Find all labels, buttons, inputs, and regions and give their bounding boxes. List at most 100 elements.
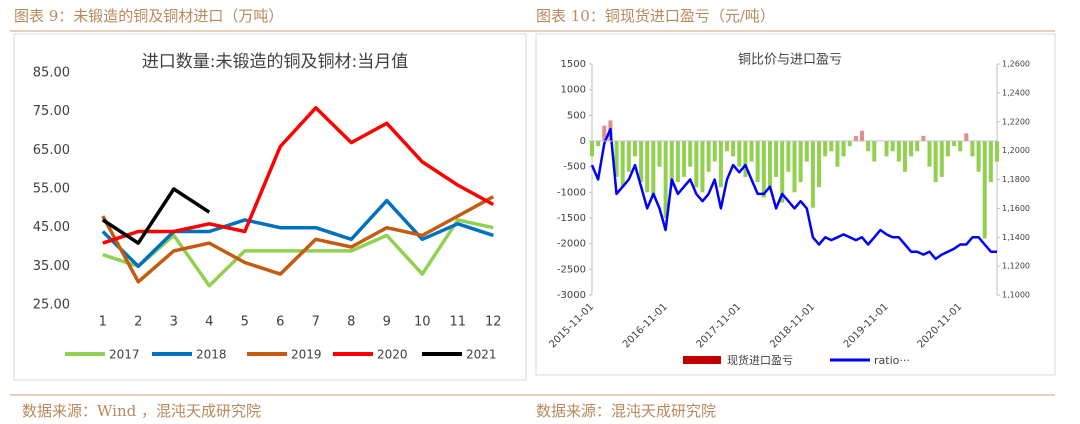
bar xyxy=(860,130,864,141)
bar xyxy=(952,141,957,147)
bar xyxy=(620,141,625,188)
bar xyxy=(626,141,631,172)
bar xyxy=(915,141,920,152)
bar xyxy=(743,141,748,177)
bar xyxy=(780,141,785,203)
bar xyxy=(725,141,729,152)
chart-title: 进口数量:未锻造的铜及铜材:当月值 xyxy=(142,52,408,72)
bar xyxy=(632,141,637,157)
bar xyxy=(767,141,772,188)
x-tick-label: 5 xyxy=(241,315,249,330)
bar xyxy=(749,141,754,162)
bar xyxy=(651,141,656,198)
y-tick-label: -1500 xyxy=(557,213,586,224)
legend-label: 2020 xyxy=(377,348,408,362)
y2-tick-label: 1,1000 xyxy=(1002,291,1030,300)
caption: 图表 9：未锻造的铜及铜材进口（万吨） xyxy=(14,7,283,25)
bar xyxy=(590,141,594,157)
legend-label: 2017 xyxy=(109,348,140,362)
bar xyxy=(890,141,895,152)
bar xyxy=(602,125,607,141)
y-tick-label: -1000 xyxy=(557,187,586,198)
y-tick-label: 55.00 xyxy=(33,182,70,197)
legend-label: 2021 xyxy=(466,348,497,362)
chart-frame xyxy=(13,33,527,381)
bar xyxy=(663,141,668,218)
line xyxy=(101,187,211,245)
bar xyxy=(995,141,999,162)
bar xyxy=(718,141,723,188)
bar xyxy=(774,141,779,177)
bar xyxy=(761,141,766,198)
y-tick-label: 500 xyxy=(567,110,586,121)
y-tick-label: 0 xyxy=(580,136,586,147)
x-tick-label: 1 xyxy=(99,315,107,330)
y-tick-label: -500 xyxy=(563,162,586,173)
y-tick-label: 1000 xyxy=(561,85,586,96)
y-tick-label: 75.00 xyxy=(33,104,70,119)
x-tick-label: 3 xyxy=(170,315,178,330)
bar xyxy=(596,141,601,147)
bar xyxy=(909,141,914,157)
bar xyxy=(958,141,963,152)
y2-tick-label: 1,1800 xyxy=(1002,175,1030,184)
x-tick-label: 9 xyxy=(383,315,391,330)
bar xyxy=(712,141,717,162)
chart-title: 铜比价与进口盈亏 xyxy=(738,53,842,68)
y-tick-label: -2500 xyxy=(557,264,586,275)
bar xyxy=(841,141,846,157)
line xyxy=(101,195,495,284)
bar xyxy=(810,141,815,208)
x-tick-label: 2019-11-01 xyxy=(842,301,891,350)
bar xyxy=(896,141,901,162)
bar xyxy=(976,141,981,172)
legend-swatch xyxy=(683,356,721,364)
x-tick-label: 11 xyxy=(449,315,466,330)
y2-tick-label: 1,1400 xyxy=(1002,233,1030,242)
x-tick-label: 2018-11-01 xyxy=(768,301,817,350)
bar xyxy=(884,141,889,157)
x-tick-label: 12 xyxy=(485,315,502,330)
bar xyxy=(970,141,975,157)
bar xyxy=(682,141,687,177)
x-tick-label: 8 xyxy=(347,315,355,330)
bar xyxy=(866,141,871,152)
bar xyxy=(945,141,950,157)
y2-tick-label: 1,2000 xyxy=(1002,146,1030,155)
x-tick-label: 7 xyxy=(312,315,320,330)
bar xyxy=(792,141,797,193)
bar xyxy=(835,141,840,167)
bar xyxy=(614,141,619,177)
bar xyxy=(700,141,705,193)
caption: 图表 10：铜现货进口盈亏（元/吨） xyxy=(536,7,775,25)
bar xyxy=(939,141,944,177)
source: 数据来源：Wind ，混沌天成研究院 xyxy=(22,402,261,420)
y-tick-label: -3000 xyxy=(557,290,586,301)
bar xyxy=(964,133,969,141)
bar xyxy=(817,141,822,188)
bar xyxy=(927,141,932,167)
y2-tick-label: 1,2600 xyxy=(1002,60,1030,69)
source: 数据来源：混沌天成研究院 xyxy=(536,402,716,420)
bar xyxy=(669,141,674,188)
y-tick-label: 35.00 xyxy=(33,259,70,274)
bar xyxy=(786,141,791,172)
y-tick-label: 45.00 xyxy=(33,220,70,235)
bar xyxy=(737,141,742,167)
bar xyxy=(982,141,987,239)
line xyxy=(590,127,997,261)
bar xyxy=(798,141,803,183)
x-tick-label: 2016-11-01 xyxy=(621,301,670,350)
bar xyxy=(639,141,644,183)
line xyxy=(102,218,494,288)
chart-frame xyxy=(535,33,1056,376)
bar xyxy=(853,135,858,141)
x-tick-label: 2017-11-01 xyxy=(695,301,744,350)
y2-tick-label: 1,1200 xyxy=(1002,262,1030,271)
line xyxy=(101,198,494,269)
bar xyxy=(872,141,877,162)
x-tick-label: 2 xyxy=(134,315,142,330)
bar xyxy=(694,141,699,188)
y2-tick-label: 1,2400 xyxy=(1002,88,1030,97)
